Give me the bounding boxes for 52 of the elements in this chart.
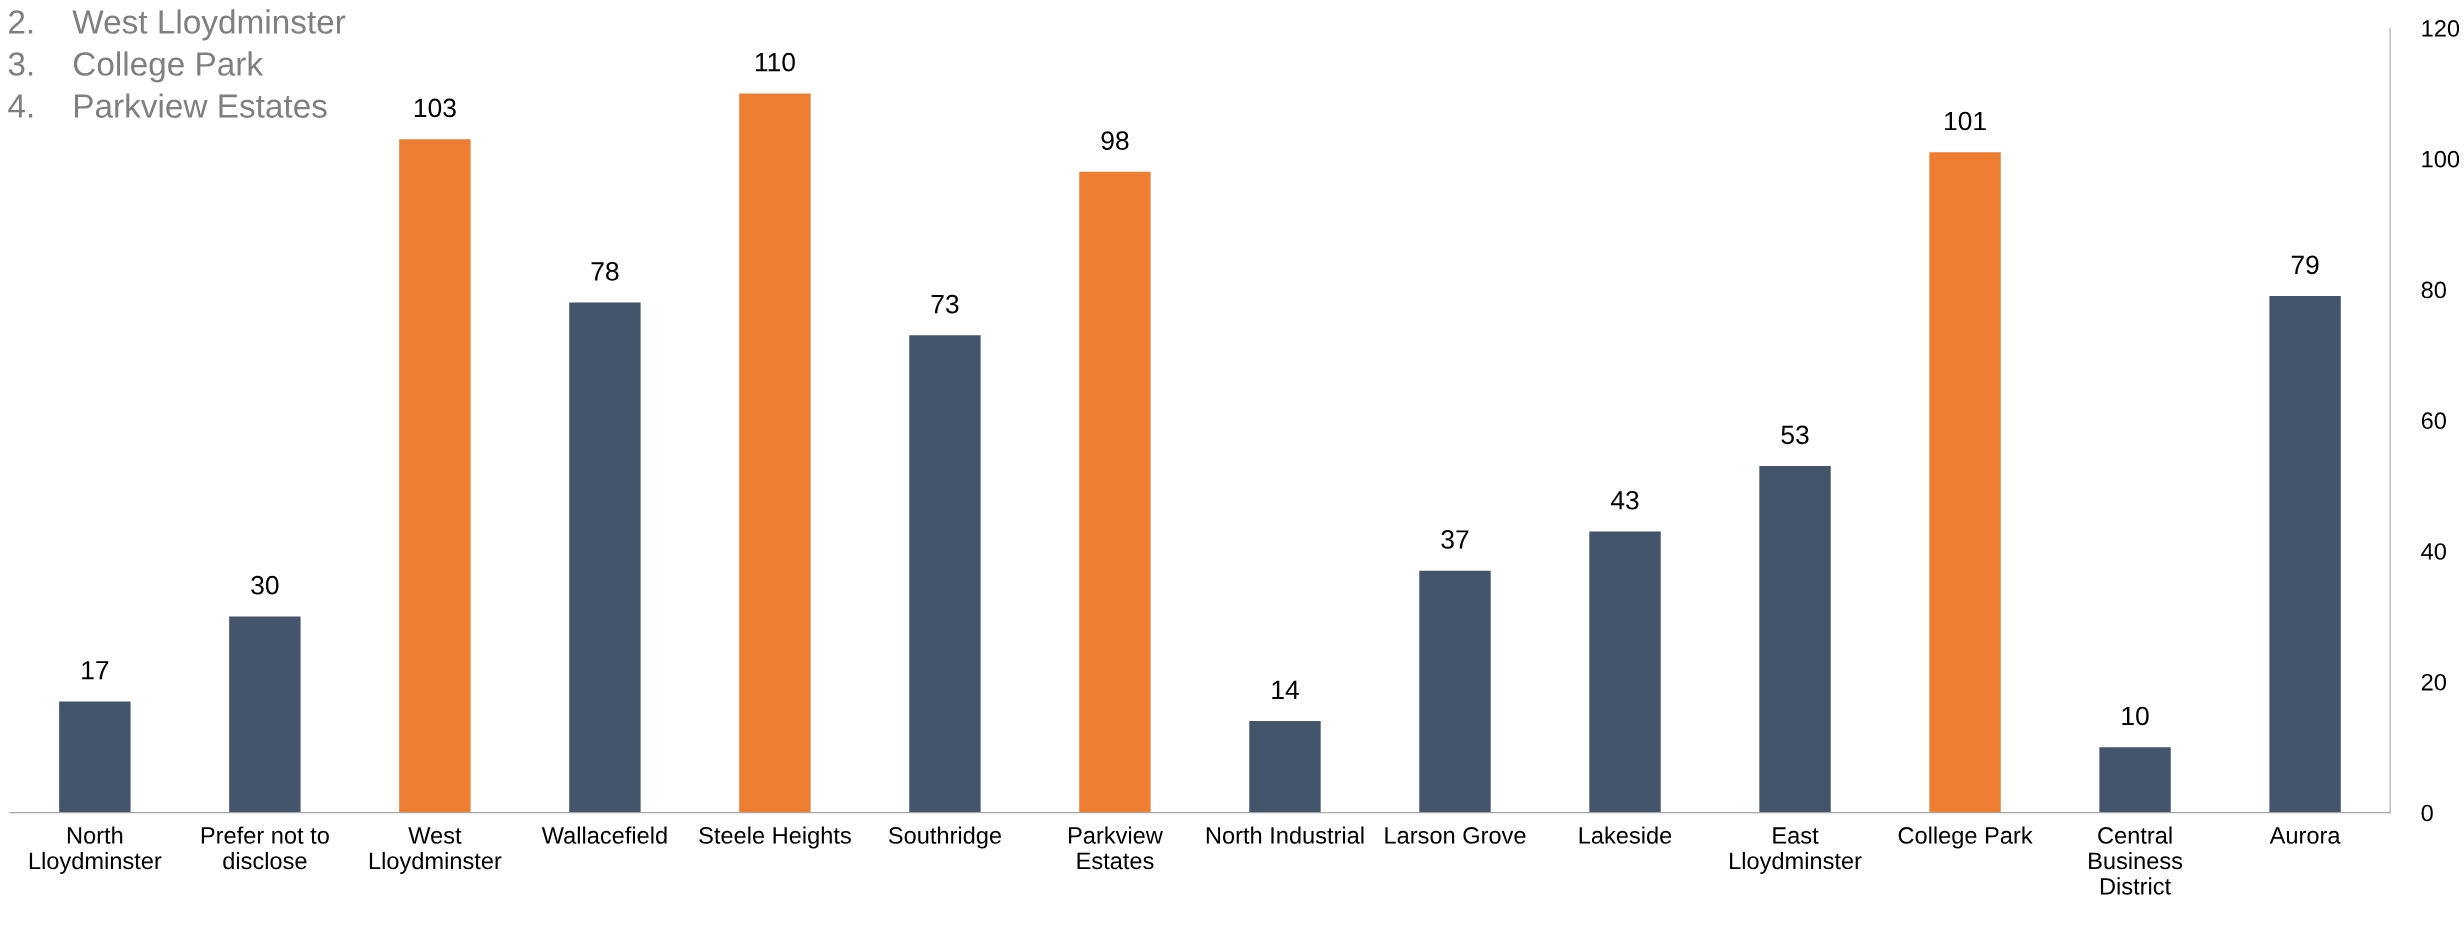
x-tick-label: Steele Heights	[699, 826, 851, 849]
data-label: 43	[1610, 490, 1639, 510]
x-tick-label: Wallacefield	[541, 826, 667, 844]
x-tick-label: Aurora	[2269, 827, 2341, 844]
x-tick-label: Central Business District	[2089, 826, 2183, 895]
data-label: 98	[1101, 131, 1129, 150]
bar	[229, 616, 301, 813]
x-tick-label: North Lloydminster	[29, 826, 162, 874]
bar	[1929, 152, 2001, 813]
x-tick-label: Prefer not to disclose	[201, 826, 329, 870]
x-tick-label: Southridge	[888, 826, 1001, 849]
data-label: 101	[1945, 111, 1986, 131]
bar	[2099, 747, 2171, 813]
x-tick-label: West Lloydminster	[369, 827, 502, 874]
data-label: 14	[1272, 680, 1299, 699]
bar	[1589, 531, 1661, 813]
annotation: 3. College Park	[8, 51, 264, 83]
data-label: 37	[1441, 530, 1469, 549]
y-tick-label: 120	[2422, 20, 2460, 37]
data-label: 110	[755, 52, 795, 72]
bar	[399, 139, 471, 813]
x-tick-label: East Lloydminster	[1730, 827, 1862, 874]
data-label: 30	[251, 575, 279, 595]
bar	[1079, 171, 1151, 813]
x-tick-label: North Industrial	[1206, 826, 1364, 844]
y-tick-label: 20	[2421, 673, 2446, 691]
y-tick-label: 60	[2421, 412, 2446, 430]
bar	[1249, 721, 1321, 813]
bar	[909, 335, 981, 813]
data-label: 73	[931, 294, 959, 314]
y-tick-label: 40	[2421, 543, 2446, 560]
bar	[59, 701, 131, 813]
x-tick-label: Lakeside	[1579, 826, 1672, 844]
x-tick-label: Larson Grove	[1385, 827, 1526, 844]
bar	[1419, 570, 1491, 813]
y-tick-label: 100	[2422, 150, 2460, 168]
bar	[1759, 466, 1831, 813]
bar	[739, 93, 811, 813]
x-tick-label: Parkview Estates	[1069, 826, 1163, 870]
annotation: 2. West Lloydminster	[9, 9, 346, 41]
data-label: 53	[1781, 425, 1809, 445]
data-label: 79	[2291, 255, 2319, 275]
y-tick-label: 80	[2421, 281, 2446, 299]
data-label: 10	[2122, 706, 2149, 726]
y-tick-label: 0	[2421, 804, 2433, 822]
annotation: 4. Parkview Estates	[8, 93, 327, 118]
bar	[569, 302, 641, 813]
x-tick-label: College Park	[1898, 826, 2033, 849]
bar	[2269, 296, 2341, 813]
data-label: 17	[82, 661, 109, 680]
data-label: 103	[414, 98, 456, 118]
data-label: 78	[591, 262, 619, 281]
